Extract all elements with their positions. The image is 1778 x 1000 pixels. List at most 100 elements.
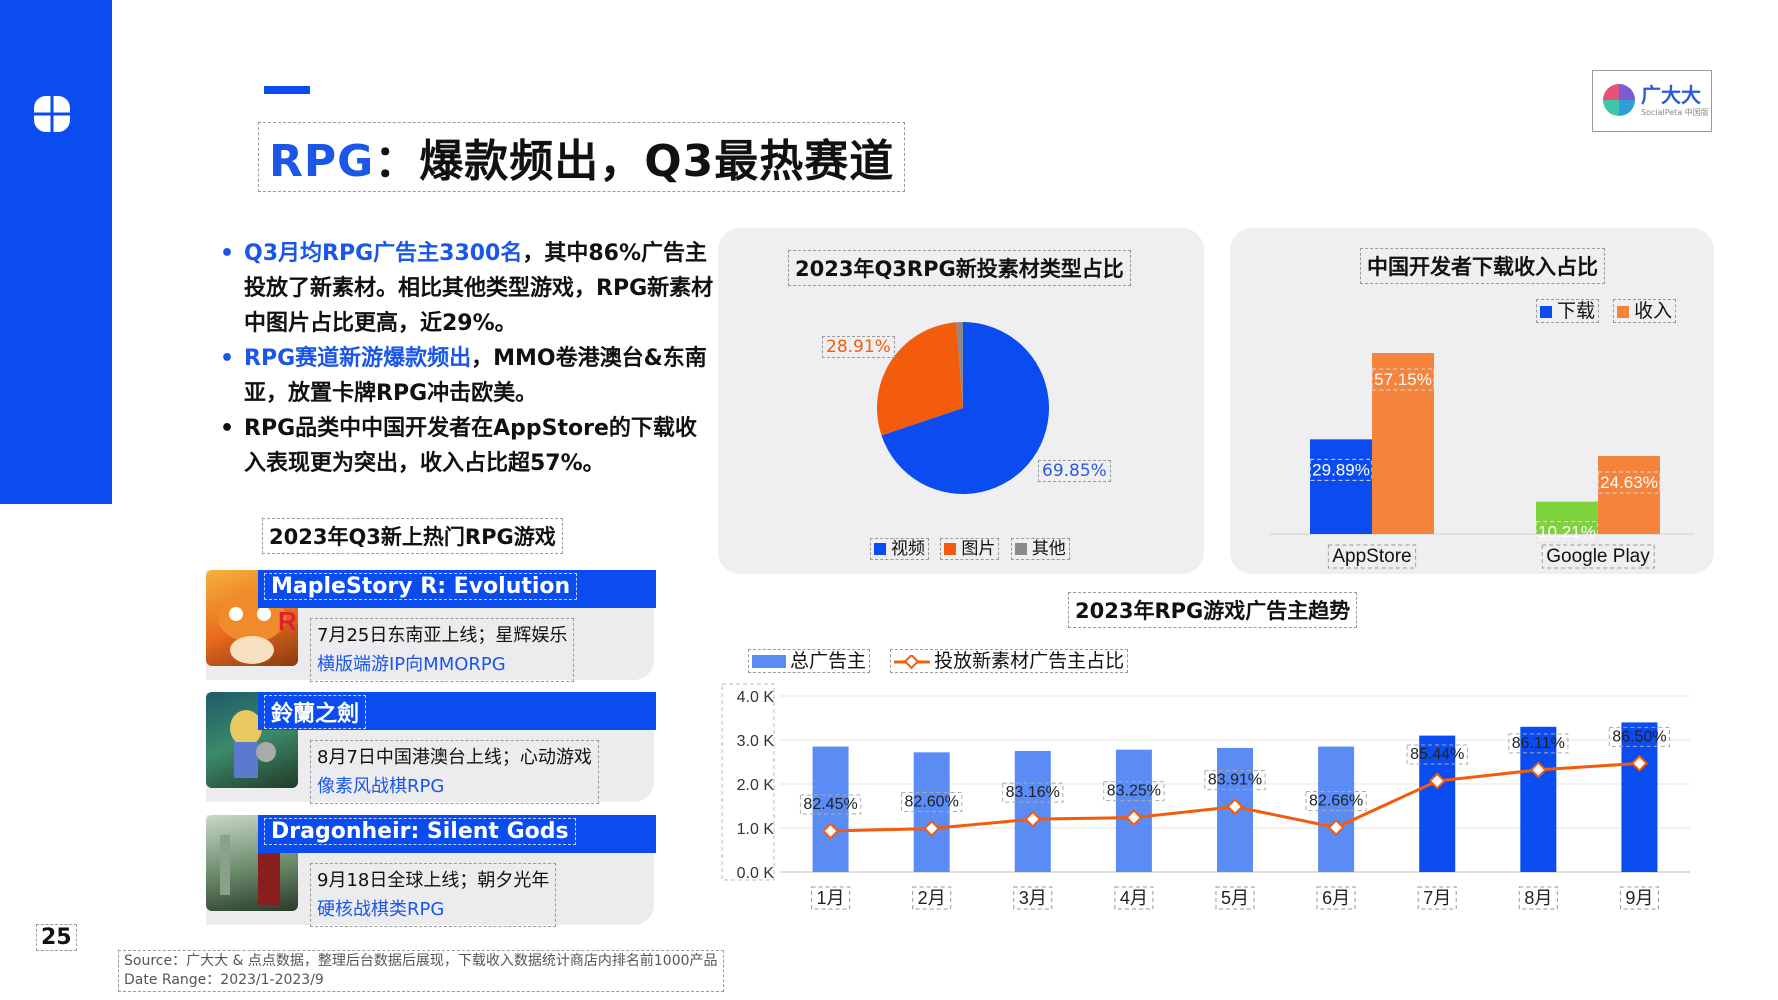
trend-point-label-box-4 [1103, 781, 1165, 802]
dr-category-1: AppStore [1332, 546, 1411, 567]
pie-legend: 视频 图片 其他 [870, 534, 1070, 560]
game-1-info: 7月25日东南亚上线；星辉娱乐 横版端游IP向MMORPG [310, 618, 575, 682]
trend-point-9 [1630, 754, 1648, 772]
trend-point-label-box-1 [799, 794, 862, 815]
trend-point-7 [1428, 772, 1446, 790]
bullet-2-highlight: RPG赛道新游爆款频出 [244, 346, 472, 371]
trend-legend-line-text: 投放新素材广告主占比 [934, 650, 1125, 672]
bullet-1: • Q3月均RPG广告主3300名，其中86%广告主投放了新素材。相比其他类型游戏… [220, 241, 714, 336]
pie-legend-image-text: 图片 [961, 539, 996, 559]
pie-legend-image: 图片 [940, 538, 1000, 560]
trend-category-4: 4月 [1120, 888, 1148, 908]
trend-point-label-box-7 [1406, 744, 1468, 765]
game-3-name-bar [258, 815, 656, 853]
game-3-name: Dragonheir: Silent Gods [264, 818, 576, 845]
brand-logo: 广大大 SocialPeta 中国版 [1592, 70, 1712, 132]
pie-chart [877, 322, 1049, 494]
trend-legend: 总广告主 投放新素材广告主占比 [748, 646, 1129, 673]
trend-point-label-2: 82.60% [905, 794, 959, 811]
trend-bar-1 [812, 746, 849, 872]
download-revenue-chart: 29.89% 57.15% AppStore 10.21% 24.63% Google P… [1270, 353, 1694, 569]
trend-ytick-5: 0.0 K [737, 865, 775, 882]
download-revenue-title: 中国开发者下载收入占比 [1360, 248, 1605, 284]
game-1-genre: 横版端游IP向MMORPG [317, 654, 506, 675]
trend-ytick-1: 4.0 K [737, 689, 775, 706]
bullet-3: • RPG品类中中国开发者在AppStore的下载收入表现更为突出，收入占比超57… [220, 416, 697, 476]
trend-point-label-box-2 [901, 792, 963, 813]
trend-legend-bar: 总广告主 [748, 649, 871, 673]
trend-point-label-8: 86.11% [1512, 735, 1565, 752]
game-2-name-bar [258, 692, 656, 730]
game-2-name: 鈴蘭之劍 [264, 695, 367, 729]
trend-point-label-1: 82.45% [803, 796, 857, 813]
pie-legend-video-text: 视频 [891, 539, 925, 559]
game-1-release: 7月25日东南亚上线；星辉娱乐 [317, 625, 568, 646]
trend-bar-6 [1318, 746, 1355, 872]
trend-legend-line: 投放新素材广告主占比 [890, 649, 1129, 673]
game-3-genre: 硬核战棋类RPG [317, 899, 445, 920]
dr-label-box-1-1 [1309, 458, 1373, 481]
trend-bar-9 [1621, 722, 1658, 872]
dr-legend: 下载 收入 [1536, 296, 1677, 323]
pie-slice-1 [881, 322, 1049, 494]
trend-point-3 [1024, 810, 1042, 828]
trend-category-7: 7月 [1423, 888, 1451, 908]
brand-subtitle: SocialPeta 中国版 [1641, 108, 1709, 117]
game-1-name-bar [258, 570, 656, 608]
game-3-release: 9月18日全球上线；朝夕光年 [317, 870, 550, 891]
game-card-3: Dragonheir: Silent Gods 9月18日全球上线；朝夕光年 硬… [206, 815, 656, 927]
brand-logo-icon [1603, 84, 1635, 116]
dr-legend-download: 下载 [1536, 299, 1600, 323]
trend-point-8 [1529, 761, 1547, 779]
trend-point-label-box-6 [1305, 791, 1367, 812]
bullet-2-text: ，MMO卷港澳台&东南亚，放置卡牌RPG冲击欧美。 [244, 346, 707, 406]
game-1-name: MapleStory R: Evolution [264, 573, 578, 600]
dr-bar-2-1 [1536, 501, 1598, 534]
trend-point-label-box-5 [1204, 770, 1266, 791]
games-section-title: 2023年Q3新上热门RPG游戏 [262, 518, 563, 554]
dr-category-2: Google Play [1546, 546, 1650, 567]
game-2-release: 8月7日中国港澳台上线；心动游戏 [317, 747, 592, 768]
game-3-info: 9月18日全球上线；朝夕光年 硬核战棋类RPG [310, 863, 557, 927]
trend-point-5 [1226, 798, 1244, 816]
page-number: 25 [36, 924, 77, 951]
trend-point-label-9: 86.50% [1612, 728, 1666, 745]
trend-point-label-7: 85.44% [1410, 746, 1464, 763]
pie-chart-panel: 2023年Q3RPG新投素材类型占比 28.91% 69.85% 视频 图片 其… [718, 228, 1204, 574]
trend-point-2 [923, 820, 941, 838]
dr-label-1-1: 29.89% [1312, 460, 1370, 479]
trend-category-box-9 [1619, 886, 1659, 910]
title-accent-bar [264, 86, 310, 94]
brand-name: 广大大 [1641, 83, 1701, 107]
trend-category-box-6 [1316, 886, 1356, 910]
trend-bar-2 [913, 752, 950, 872]
pie-chart-title: 2023年Q3RPG新投素材类型占比 [788, 250, 1131, 286]
dr-category-box-2 [1541, 544, 1655, 569]
dr-label-2-2: 24.63% [1600, 473, 1658, 492]
pie-label-image: 28.91% [822, 336, 895, 358]
left-accent-band [0, 0, 112, 504]
dr-label-box-2-1 [1535, 521, 1599, 544]
dr-label-box-2-2 [1597, 471, 1661, 494]
bullet-1-text: ，其中86%广告主投放了新素材。相比其他类型游戏，RPG新素材中图片占比更高，近… [244, 241, 714, 336]
dr-label-1-2: 57.15% [1374, 370, 1432, 389]
summary-bullets: • Q3月均RPG广告主3300名，其中86%广告主投放了新素材。相比其他类型游戏… [216, 236, 716, 481]
trend-category-5: 5月 [1221, 888, 1249, 908]
dr-label-2-1: 10.21% [1538, 523, 1596, 542]
trend-point-label-6: 82.66% [1309, 793, 1363, 810]
pie-legend-other-text: 其他 [1031, 539, 1066, 559]
company-logo-icon [34, 96, 70, 132]
trend-category-box-1 [811, 886, 851, 910]
trend-category-3: 3月 [1019, 888, 1047, 908]
trend-ytick-2: 3.0 K [737, 733, 775, 750]
pie-legend-video: 视频 [870, 538, 929, 560]
svg-text:R: R [278, 606, 297, 636]
bullet-3-text: RPG品类中中国开发者在AppStore的下载收入表现更为突出，收入占比超57%… [244, 416, 697, 476]
footnote-date-range: Date Range：2023/1-2023/9 [124, 972, 324, 988]
trend-bar-8 [1520, 726, 1557, 872]
trend-legend-bar-text: 总广告主 [790, 650, 867, 672]
game-card-1: R MapleStory R: Evolution 7月25日东南亚上线；星辉娱… [206, 570, 656, 682]
pie-legend-other: 其他 [1010, 538, 1070, 560]
trend-ytick-4: 1.0 K [737, 821, 775, 838]
trend-category-box-8 [1518, 886, 1558, 910]
